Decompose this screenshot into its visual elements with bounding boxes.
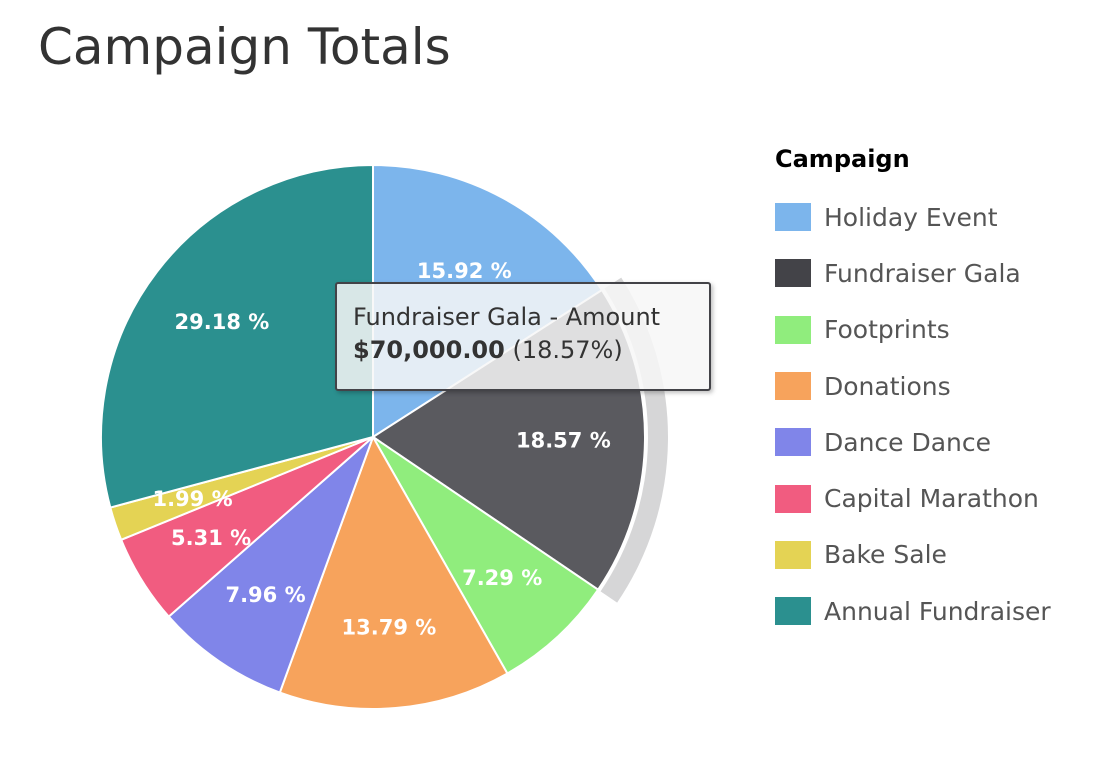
data-label: 7.96 % bbox=[225, 583, 305, 607]
legend-item[interactable]: Footprints bbox=[775, 302, 1051, 358]
legend-label: Donations bbox=[824, 371, 951, 401]
legend-item[interactable]: Donations bbox=[775, 358, 1051, 414]
legend-swatch bbox=[775, 372, 811, 401]
legend-swatch bbox=[775, 203, 811, 232]
legend-label: Dance Dance bbox=[824, 427, 992, 457]
legend-item[interactable]: Dance Dance bbox=[775, 414, 1051, 470]
data-label: 13.79 % bbox=[342, 616, 437, 640]
legend-swatch bbox=[775, 259, 811, 288]
legend-label: Fundraiser Gala bbox=[824, 258, 1021, 288]
data-label: 18.57 % bbox=[516, 428, 611, 452]
data-label: 15.92 % bbox=[417, 259, 512, 283]
pie-slice-donations[interactable] bbox=[278, 434, 509, 710]
legend-swatch bbox=[775, 315, 811, 344]
tooltip-percent: (18.57%) bbox=[512, 336, 623, 364]
tooltip: Fundraiser Gala - Amount $70,000.00 (18.… bbox=[335, 282, 711, 391]
legend-swatch bbox=[775, 428, 811, 457]
legend-label: Annual Fundraiser bbox=[824, 596, 1051, 626]
tooltip-title: Fundraiser Gala - Amount bbox=[353, 303, 661, 331]
legend-label: Footprints bbox=[824, 315, 950, 345]
legend-label: Holiday Event bbox=[824, 202, 998, 232]
data-label: 7.29 % bbox=[462, 566, 542, 590]
pie-slice-dance-dance[interactable] bbox=[167, 436, 374, 694]
legend-swatch bbox=[775, 540, 811, 569]
legend-item[interactable]: Annual Fundraiser bbox=[775, 583, 1051, 639]
legend-label: Capital Marathon bbox=[824, 484, 1039, 514]
legend-item[interactable]: Bake Sale bbox=[775, 527, 1051, 583]
legend-item[interactable]: Holiday Event bbox=[775, 189, 1051, 245]
legend-swatch bbox=[775, 597, 811, 626]
pie-slice-footprints[interactable] bbox=[372, 436, 600, 675]
legend-swatch bbox=[775, 484, 811, 513]
data-label: 29.18 % bbox=[175, 310, 270, 334]
legend-item[interactable]: Fundraiser Gala bbox=[775, 245, 1051, 301]
data-label: 1.99 % bbox=[152, 487, 232, 511]
tooltip-amount: $70,000.00 bbox=[353, 336, 505, 364]
chart-title: Campaign Totals bbox=[38, 18, 451, 76]
legend-label: Bake Sale bbox=[824, 540, 947, 570]
data-label: 5.31 % bbox=[171, 526, 251, 550]
legend: Campaign Holiday Event Fundraiser Gala Foo… bbox=[775, 145, 1051, 639]
legend-title: Campaign bbox=[775, 145, 910, 173]
legend-item[interactable]: Capital Marathon bbox=[775, 470, 1051, 526]
pie-slice-annual-fundraiser[interactable] bbox=[100, 163, 374, 509]
